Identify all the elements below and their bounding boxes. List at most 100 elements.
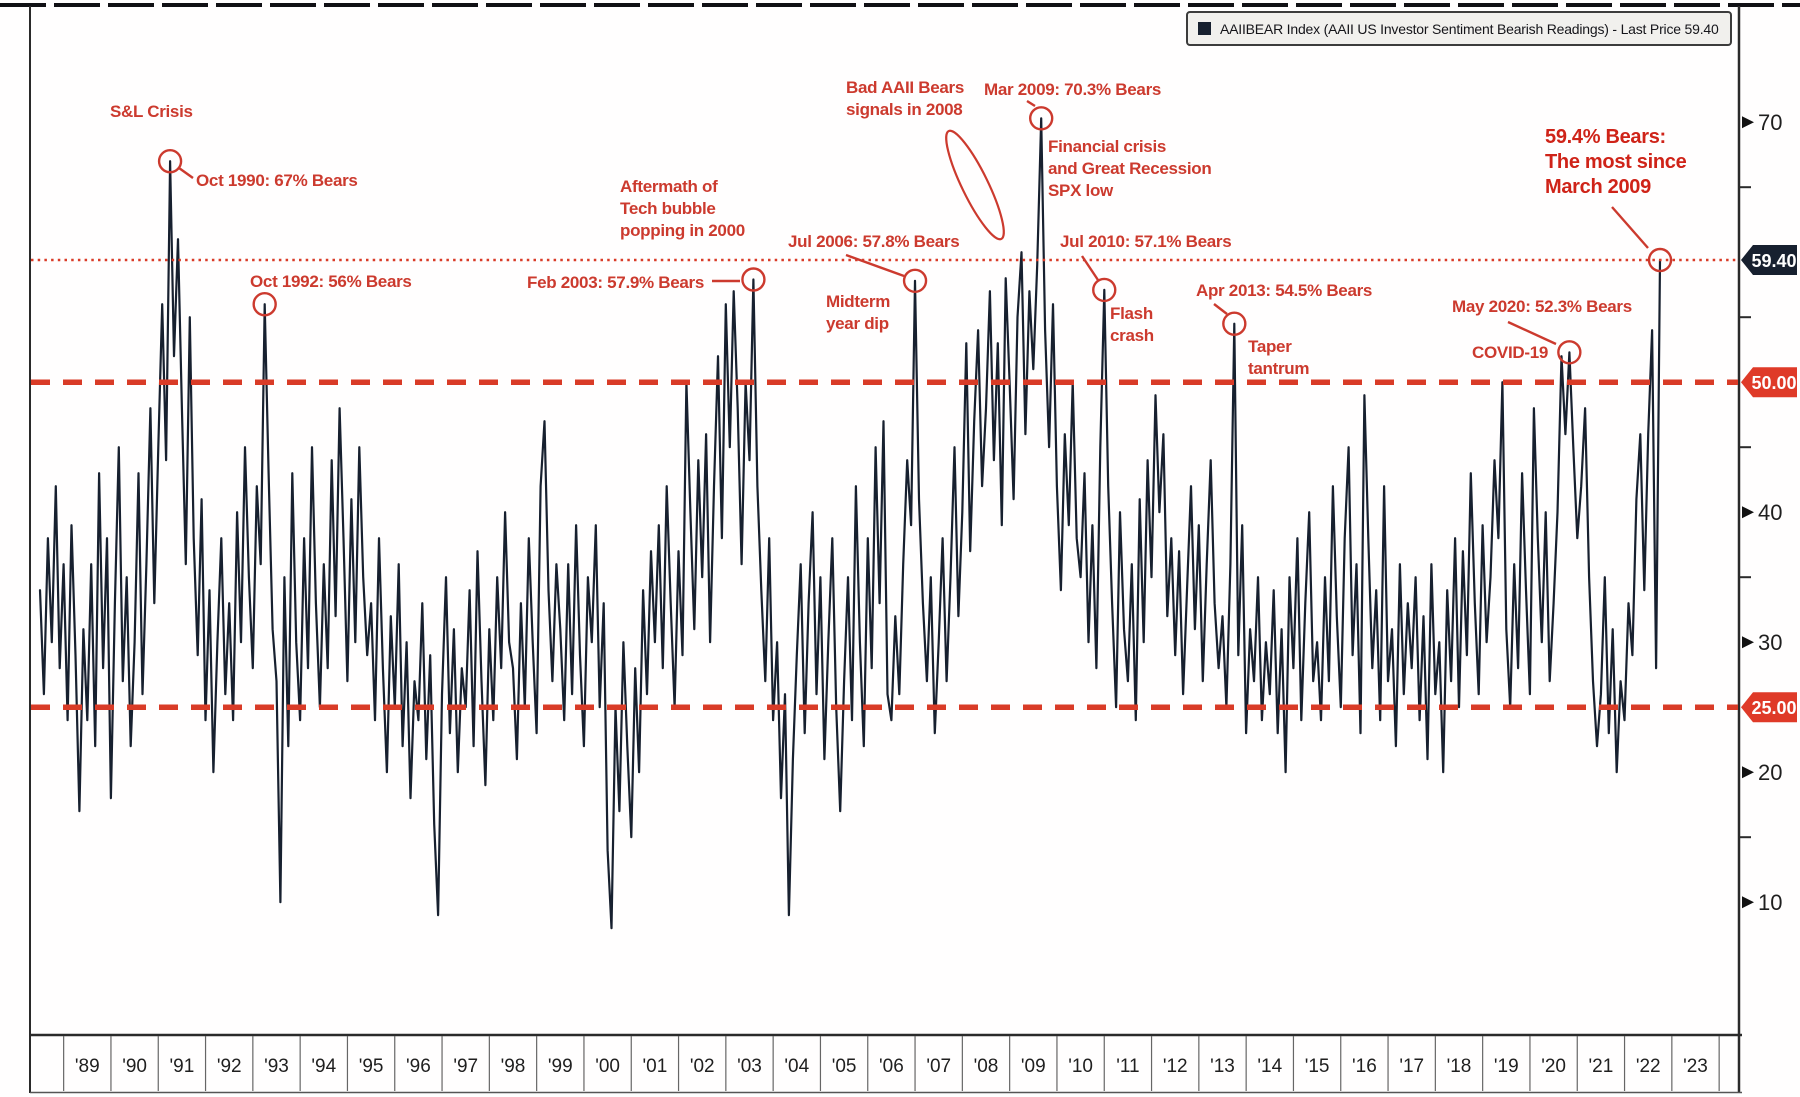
y-major-tick-arrow-icon bbox=[1742, 636, 1754, 649]
x-tick-label: '97 bbox=[453, 1056, 478, 1077]
y-tick-label: 30 bbox=[1758, 630, 1782, 655]
annotation-text-flash-crash: crash bbox=[1110, 326, 1154, 345]
annotation-lasso-bad-2008 bbox=[945, 129, 1005, 241]
axis-badge-label: 25.00 bbox=[1751, 698, 1796, 718]
axis-badge-label: 59.40 bbox=[1751, 251, 1796, 271]
x-tick-label: '95 bbox=[359, 1056, 384, 1077]
x-tick-label: '89 bbox=[75, 1056, 100, 1077]
x-tick-label: '09 bbox=[1021, 1056, 1046, 1077]
x-tick-label: '21 bbox=[1589, 1056, 1614, 1077]
annotation-text-flash-crash: Flash bbox=[1110, 304, 1153, 323]
annotation-leader-jul-2010 bbox=[1081, 255, 1099, 281]
legend-swatch-icon bbox=[1198, 22, 1211, 35]
annotation-text-may-2020: May 2020: 52.3% Bears bbox=[1452, 297, 1632, 316]
x-tick-label: '00 bbox=[595, 1056, 620, 1077]
x-tick-label: '12 bbox=[1163, 1056, 1188, 1077]
x-tick-label: '11 bbox=[1116, 1056, 1139, 1077]
annotation-leader-may-2020 bbox=[1507, 320, 1557, 346]
annotation-circle-may-2020 bbox=[1557, 340, 1582, 365]
axis-badge-50.00 bbox=[1741, 367, 1797, 398]
annotation-text-midterm-dip: Midterm bbox=[826, 292, 890, 311]
axis-badge-59.40 bbox=[1741, 245, 1797, 275]
annotation-leader-mar-2009 bbox=[1026, 99, 1036, 108]
x-tick-label: '94 bbox=[311, 1056, 336, 1077]
x-tick-label: '99 bbox=[548, 1056, 573, 1077]
x-tick-label: '07 bbox=[926, 1056, 951, 1077]
y-tick-label: 10 bbox=[1758, 890, 1782, 915]
annotation-circle-jul-2006 bbox=[902, 268, 928, 293]
annotation-leader-oct-1990 bbox=[178, 167, 194, 179]
x-tick-label: '91 bbox=[170, 1056, 195, 1077]
annotation-text-jul-2006: Jul 2006: 57.8% Bears bbox=[788, 232, 959, 251]
annotation-text-sl-crisis: S&L Crisis bbox=[110, 102, 193, 121]
legend-label: AAIIBEAR Index (AAII US Investor Sentime… bbox=[1220, 20, 1719, 37]
x-tick-label: '13 bbox=[1210, 1056, 1235, 1077]
x-tick-label: '23 bbox=[1683, 1056, 1708, 1077]
x-tick-label: '17 bbox=[1399, 1056, 1424, 1077]
x-tick-label: '03 bbox=[737, 1056, 762, 1077]
y-tick-label: 40 bbox=[1758, 500, 1782, 525]
annotation-text-financial-crisis: and Great Recession bbox=[1048, 159, 1211, 178]
series-line bbox=[38, 117, 1662, 930]
legend[interactable]: AAIIBEAR Index (AAII US Investor Sentime… bbox=[1186, 11, 1732, 46]
x-tick-label: '15 bbox=[1305, 1056, 1330, 1077]
x-tick-label: '92 bbox=[217, 1056, 242, 1077]
annotation-circle-apr-2013 bbox=[1222, 311, 1247, 336]
annotation-text-covid-19: COVID-19 bbox=[1472, 343, 1548, 362]
annotation-text-apr-2013: Apr 2013: 54.5% Bears bbox=[1196, 281, 1372, 300]
annotation-circle-jul-2010 bbox=[1092, 277, 1117, 303]
x-tick-label: '08 bbox=[974, 1056, 999, 1077]
annotation-circle-oct-1992 bbox=[252, 292, 277, 317]
x-tick-label: '14 bbox=[1257, 1056, 1282, 1077]
annotation-leader-most-since-2009 bbox=[1611, 206, 1649, 249]
annotation-circle-most-since-2009 bbox=[1647, 247, 1673, 273]
x-tick-label: '10 bbox=[1068, 1056, 1093, 1077]
annotation-text-bad-2008: signals in 2008 bbox=[846, 100, 962, 119]
y-major-tick-arrow-icon bbox=[1742, 896, 1754, 909]
axis-badge-label: 50.00 bbox=[1751, 373, 1796, 393]
x-tick-label: '06 bbox=[879, 1056, 904, 1077]
annotation-text-financial-crisis: SPX low bbox=[1048, 181, 1114, 200]
x-tick-label: '20 bbox=[1541, 1056, 1566, 1077]
x-tick-label: '02 bbox=[690, 1056, 715, 1077]
y-major-tick-arrow-icon bbox=[1742, 116, 1754, 129]
x-tick-label: '01 bbox=[643, 1056, 668, 1077]
annotation-text-most-since-2009: March 2009 bbox=[1545, 176, 1651, 198]
y-tick-label: 20 bbox=[1758, 760, 1782, 785]
annotation-text-financial-crisis: Financial crisis bbox=[1048, 137, 1166, 156]
annotation-text-taper-tantrum: tantrum bbox=[1248, 359, 1309, 378]
x-tick-label: '90 bbox=[122, 1056, 147, 1077]
x-tick-label: '22 bbox=[1636, 1056, 1661, 1077]
x-tick-label: '19 bbox=[1494, 1056, 1519, 1077]
x-tick-label: '93 bbox=[264, 1056, 289, 1077]
annotation-text-tech-bubble: Tech bubble bbox=[620, 199, 716, 218]
y-major-tick-arrow-icon bbox=[1742, 766, 1754, 779]
annotation-text-oct-1990: Oct 1990: 67% Bears bbox=[196, 171, 358, 190]
annotation-text-most-since-2009: 59.4% Bears: bbox=[1545, 126, 1666, 148]
y-major-tick-arrow-icon bbox=[1742, 506, 1754, 519]
annotation-text-most-since-2009: The most since bbox=[1545, 151, 1687, 173]
annotation-text-oct-1992: Oct 1992: 56% Bears bbox=[250, 272, 412, 291]
x-tick-label: '18 bbox=[1447, 1056, 1472, 1077]
annotation-text-mar-2009: Mar 2009: 70.3% Bears bbox=[984, 80, 1161, 99]
axis-badge-25.00 bbox=[1741, 692, 1797, 723]
x-tick-label: '98 bbox=[501, 1056, 526, 1077]
x-tick-label: '05 bbox=[832, 1056, 857, 1077]
annotation-text-tech-bubble: popping in 2000 bbox=[620, 221, 745, 240]
annotation-text-midterm-dip: year dip bbox=[826, 314, 889, 333]
x-tick-label: '96 bbox=[406, 1056, 431, 1077]
annotation-circle-feb-2003 bbox=[741, 267, 766, 292]
x-tick-label: '16 bbox=[1352, 1056, 1377, 1077]
annotation-circle-oct-1990 bbox=[157, 148, 183, 174]
y-tick-label: 70 bbox=[1758, 110, 1782, 135]
annotation-text-feb-2003: Feb 2003: 57.9% Bears bbox=[527, 273, 704, 292]
annotation-circle-mar-2009 bbox=[1028, 106, 1054, 131]
annotation-text-jul-2010: Jul 2010: 57.1% Bears bbox=[1060, 232, 1231, 251]
annotation-text-taper-tantrum: Taper bbox=[1248, 337, 1292, 356]
x-tick-label: '04 bbox=[784, 1056, 809, 1077]
annotation-text-bad-2008: Bad AAII Bears bbox=[846, 78, 964, 97]
annotation-text-tech-bubble: Aftermath of bbox=[620, 177, 718, 196]
annotation-leader-jul-2006 bbox=[845, 253, 905, 278]
